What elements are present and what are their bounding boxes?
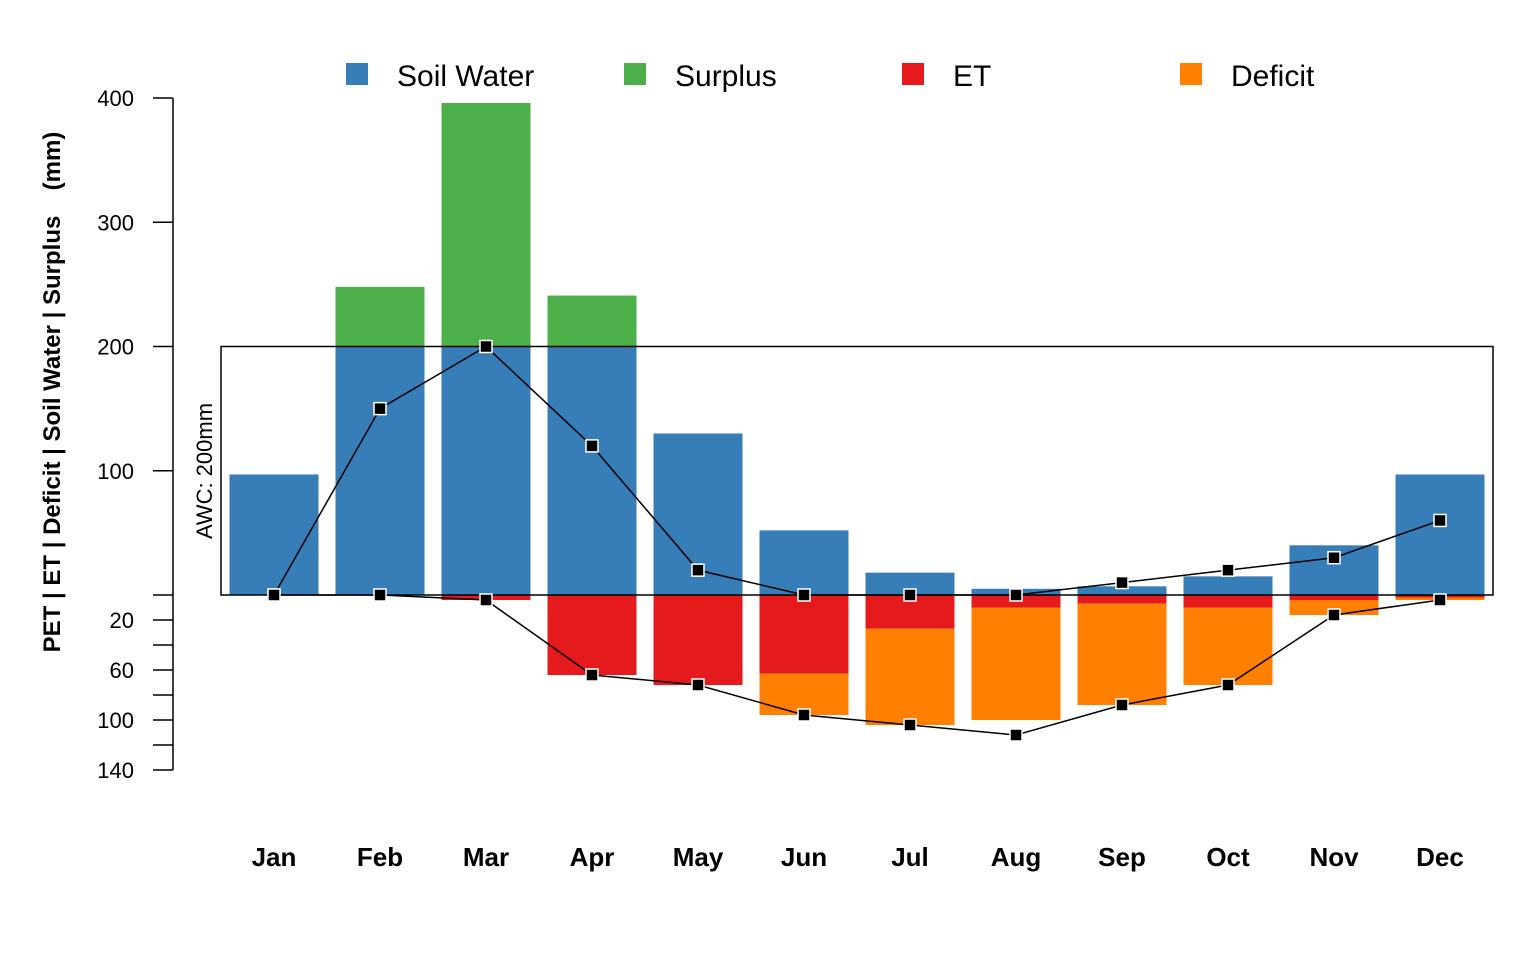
upper-series-point-dec (1433, 513, 1447, 528)
x-axis-labels: Jan Feb Mar Apr May Jun Jul Aug Sep Oct Nov Dec (252, 842, 1464, 872)
awc-label: AWC: 200mm (192, 403, 217, 539)
y-tick-label-200: 200 (97, 335, 134, 360)
bar-surplus-mar (441, 102, 531, 347)
x-tick-label-jun: Jun (781, 842, 827, 872)
x-tick-label-jul: Jul (891, 842, 929, 872)
bar-soil-water-jul (865, 572, 955, 595)
bar-soil-water-mar (441, 346, 531, 595)
lower-series-point-may (691, 678, 705, 692)
legend-label-soil-water: Soil Water (397, 60, 534, 93)
bar-deficit-aug (971, 607, 1061, 720)
x-tick-label-may: May (673, 842, 724, 872)
bar-soil-water-jan (229, 474, 319, 595)
upper-series-line (273, 345, 1441, 596)
lower-series-line (274, 594, 1441, 736)
y-axis: 100 200 300 400 20 60 100 140 (97, 86, 174, 783)
lower-series-point-jul (903, 718, 917, 732)
y-axis-unit: (mm) (39, 132, 66, 191)
bar-et-sep (1077, 595, 1167, 604)
upper-series-point-nov (1327, 550, 1341, 565)
bar-et-jun (759, 595, 849, 674)
x-tick-label-aug: Aug (991, 842, 1042, 872)
x-tick-label-oct: Oct (1206, 842, 1250, 872)
lower-series-point-aug (1009, 728, 1023, 742)
lower-series-point-feb (373, 588, 387, 602)
lower-series-point-sep (1115, 698, 1129, 712)
y-tick-label-400: 400 (97, 86, 134, 111)
upper-series-point-jul (903, 588, 917, 602)
legend: Soil Water Surplus ET Deficit (346, 60, 1315, 93)
bar-et-apr (547, 595, 637, 675)
bar-et-may (653, 595, 743, 685)
legend-label-deficit: Deficit (1231, 60, 1315, 93)
x-tick-label-jan: Jan (252, 842, 297, 872)
bar-deficit-oct (1183, 607, 1273, 685)
upper-series-point-jun (797, 588, 811, 602)
bar-soil-water-feb (335, 346, 425, 595)
bar-deficit-jul (865, 628, 955, 725)
bar-soil-water-sep (1077, 586, 1167, 595)
lower-series-point-jun (797, 708, 811, 722)
y-tick-label-100: 100 (97, 459, 134, 484)
legend-label-et: ET (953, 60, 991, 93)
bar-surplus-feb (335, 286, 425, 347)
legend-swatch-et (902, 63, 924, 85)
upper-series-point-aug (1009, 588, 1023, 602)
x-tick-label-nov: Nov (1309, 842, 1359, 872)
lower-series-point-apr (585, 668, 599, 682)
upper-series-point-mar (479, 339, 493, 354)
legend-swatch-surplus (624, 63, 646, 85)
upper-series-point-oct (1221, 563, 1235, 577)
y-tick-label-low-60: 60 (110, 658, 134, 683)
lower-series-point-jan (267, 588, 281, 602)
x-tick-label-sep: Sep (1098, 842, 1146, 872)
lower-series-point-nov (1327, 608, 1341, 622)
bar-deficit-sep (1077, 603, 1167, 705)
lower-series-point-mar (479, 593, 493, 607)
bar-et-nov (1289, 595, 1379, 600)
bar-soil-water-jun (759, 530, 849, 595)
bar-deficit-jun (759, 673, 849, 715)
x-tick-label-feb: Feb (357, 842, 403, 872)
upper-series-point-may (691, 563, 705, 577)
bar-soil-water-oct (1183, 576, 1273, 595)
y-tick-label-low-20: 20 (110, 608, 134, 633)
x-tick-label-mar: Mar (463, 842, 509, 872)
y-axis-label: PET | ET | Deficit | Soil Water | Surplu… (39, 216, 66, 653)
upper-series-point-apr (585, 439, 599, 453)
y-tick-label-low-140: 140 (97, 758, 134, 783)
y-tick-label-low-100: 100 (97, 708, 134, 733)
x-tick-label-dec: Dec (1416, 842, 1464, 872)
upper-series-point-sep (1115, 575, 1129, 590)
lines-layer (267, 339, 1447, 742)
bar-et-oct (1183, 595, 1273, 608)
upper-series-point-feb (373, 401, 387, 416)
bar-surplus-apr (547, 295, 637, 347)
y-tick-label-300: 300 (97, 210, 134, 235)
legend-label-surplus: Surplus (675, 60, 777, 93)
bar-soil-water-dec (1395, 474, 1485, 595)
lower-series-point-dec (1433, 593, 1447, 607)
legend-swatch-deficit (1180, 63, 1202, 85)
bar-soil-water-apr (547, 346, 637, 595)
lower-series-point-oct (1221, 678, 1235, 692)
bars-layer (229, 102, 1485, 725)
legend-swatch-soil-water (346, 63, 368, 85)
x-tick-label-apr: Apr (570, 842, 615, 872)
